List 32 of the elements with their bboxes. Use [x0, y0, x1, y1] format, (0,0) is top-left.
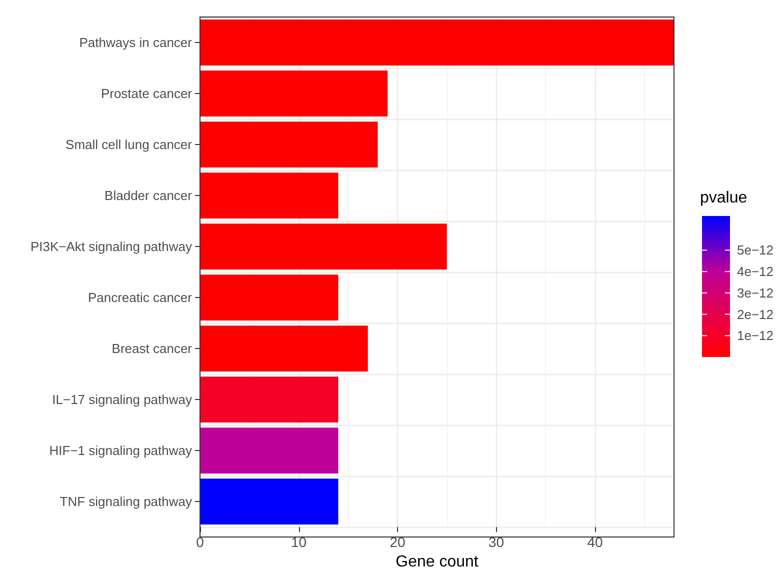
- y-tick-label: IL−17 signaling pathway: [52, 392, 192, 408]
- bar: [200, 172, 338, 218]
- y-tick-label: Small cell lung cancer: [66, 137, 193, 152]
- x-axis-title: Gene count: [396, 554, 479, 570]
- x-tick-label: 0: [196, 534, 204, 550]
- color-bar-title: pvalue: [700, 190, 748, 206]
- y-tick-label: TNF signaling pathway: [60, 494, 192, 510]
- bar: [200, 376, 338, 423]
- color-bar-label: 2e−12: [737, 306, 774, 322]
- color-bar-label: 5e−12: [737, 242, 774, 258]
- y-tick-label: Breast cancer: [112, 341, 193, 356]
- bar: [200, 20, 674, 66]
- color-bar-label: 1e−12: [737, 328, 774, 344]
- y-tick-label: Pancreatic cancer: [88, 290, 193, 306]
- bar: [200, 122, 378, 168]
- color-bar-label: 3e−12: [737, 285, 774, 300]
- y-tick-label: HIF−1 signaling pathway: [49, 443, 192, 458]
- x-tick-label: 20: [390, 534, 406, 550]
- y-tick-label: Pathways in cancer: [79, 35, 193, 50]
- y-tick-label: Prostate cancer: [100, 86, 193, 102]
- x-tick-label: 10: [290, 534, 307, 550]
- bar: [200, 428, 338, 474]
- bar: [200, 326, 368, 372]
- y-tick-label: Bladder cancer: [104, 188, 193, 204]
- bar: [200, 70, 388, 116]
- y-tick-label: PI3K−Akt signaling pathway: [30, 239, 192, 254]
- color-bar-label: 4e−12: [737, 264, 774, 280]
- bar: [200, 224, 447, 270]
- x-tick-label: 40: [587, 534, 603, 550]
- x-tick-label: 30: [488, 534, 504, 550]
- bar: [200, 478, 338, 525]
- bar: [200, 274, 338, 321]
